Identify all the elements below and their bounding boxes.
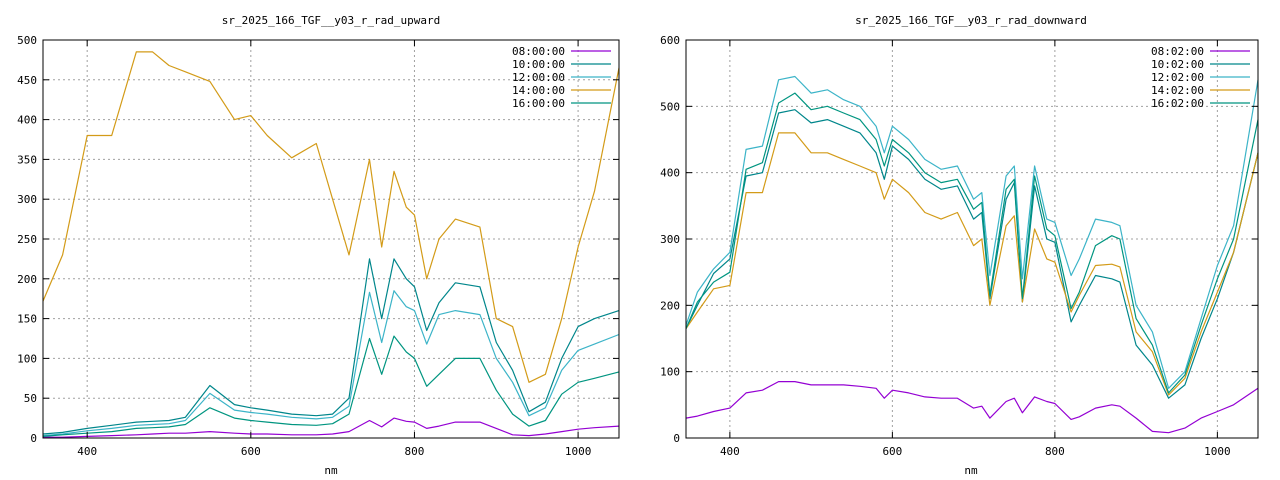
x-tick-label: 800 bbox=[405, 445, 425, 458]
y-tick-label: 50 bbox=[24, 392, 37, 405]
x-tick-label: 800 bbox=[1045, 445, 1065, 458]
series-line bbox=[42, 335, 620, 437]
y-tick-label: 400 bbox=[17, 114, 37, 127]
y-tick-label: 500 bbox=[660, 100, 680, 113]
x-tick-label: 600 bbox=[241, 445, 261, 458]
x-axis-label: nm bbox=[964, 464, 978, 477]
legend-label: 08:00:00 bbox=[512, 45, 565, 58]
legend-label: 16:02:00 bbox=[1151, 97, 1204, 110]
series-lines bbox=[685, 75, 1259, 434]
series-line bbox=[685, 92, 1259, 394]
y-tick-label: 500 bbox=[17, 34, 37, 47]
series-line bbox=[42, 290, 620, 437]
y-tick-label: 350 bbox=[17, 153, 37, 166]
x-tick-label: 1000 bbox=[1204, 445, 1231, 458]
x-tick-label: 600 bbox=[882, 445, 902, 458]
y-tick-label: 150 bbox=[17, 313, 37, 326]
legend-label: 14:02:00 bbox=[1151, 84, 1204, 97]
y-tick-label: 0 bbox=[673, 432, 680, 445]
legend-label: 16:00:00 bbox=[512, 97, 565, 110]
y-tick-label: 250 bbox=[17, 233, 37, 246]
chart-title: sr_2025_166_TGF__y03_r_rad_upward bbox=[222, 14, 441, 27]
series-line bbox=[685, 132, 1259, 396]
series-lines bbox=[42, 51, 620, 438]
legend-label: 14:00:00 bbox=[512, 84, 565, 97]
y-tick-label: 100 bbox=[17, 352, 37, 365]
y-tick-label: 300 bbox=[17, 193, 37, 206]
series-line bbox=[685, 381, 1259, 434]
downward-radiance-chart: sr_2025_166_TGF__y03_r_rad_downward nm 4… bbox=[660, 14, 1259, 477]
chart-title: sr_2025_166_TGF__y03_r_rad_downward bbox=[855, 14, 1087, 27]
y-tick-label: 400 bbox=[660, 167, 680, 180]
series-line bbox=[685, 75, 1259, 389]
y-tick-label: 450 bbox=[17, 74, 37, 87]
legend-label: 12:00:00 bbox=[512, 71, 565, 84]
y-tick-label: 600 bbox=[660, 34, 680, 47]
legend-label: 10:00:00 bbox=[512, 58, 565, 71]
x-tick-label: 400 bbox=[720, 445, 740, 458]
series-line bbox=[685, 109, 1259, 399]
legend-label: 10:02:00 bbox=[1151, 58, 1204, 71]
x-axis-label: nm bbox=[324, 464, 338, 477]
y-tick-label: 100 bbox=[660, 366, 680, 379]
upward-radiance-chart: sr_2025_166_TGF__y03_r_rad_upward nm 400… bbox=[17, 14, 620, 477]
y-tick-label: 300 bbox=[660, 233, 680, 246]
series-line bbox=[42, 258, 620, 435]
legend-label: 12:02:00 bbox=[1151, 71, 1204, 84]
series-line bbox=[42, 51, 620, 383]
y-tick-label: 200 bbox=[660, 299, 680, 312]
series-line bbox=[43, 417, 620, 438]
x-tick-label: 1000 bbox=[565, 445, 592, 458]
y-tick-label: 0 bbox=[30, 432, 37, 445]
x-tick-label: 400 bbox=[77, 445, 97, 458]
y-tick-label: 200 bbox=[17, 273, 37, 286]
legend-label: 08:02:00 bbox=[1151, 45, 1204, 58]
